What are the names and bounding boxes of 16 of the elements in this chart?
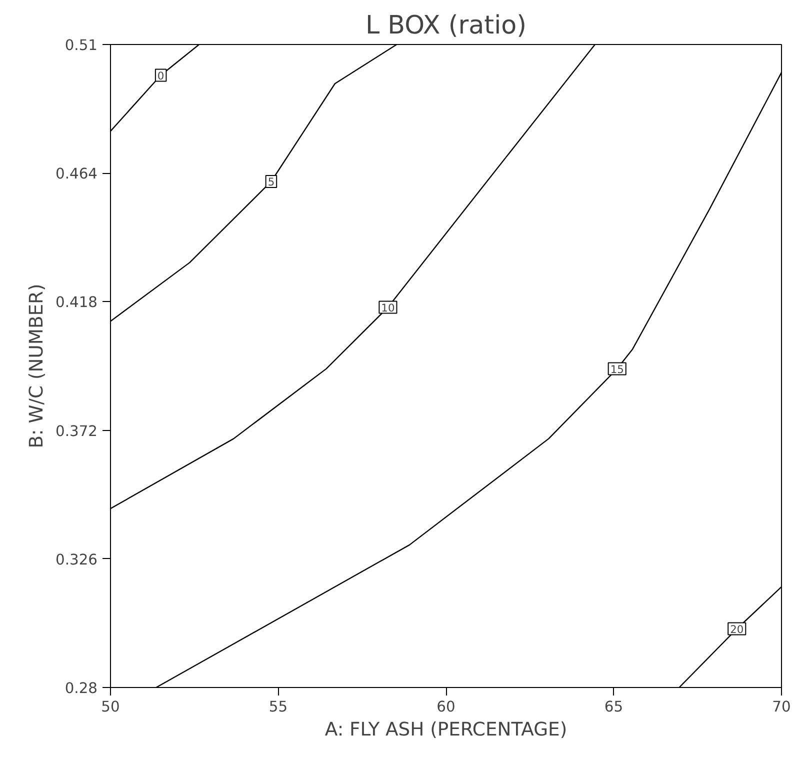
x-tick-label: 70 — [772, 698, 791, 716]
y-tick-label: 0.326 — [56, 551, 98, 568]
y-axis-title: B: W/C (NUMBER) — [26, 284, 48, 448]
y-tick-label: 0.372 — [56, 422, 98, 440]
x-tick-label: 50 — [101, 698, 120, 716]
x-tick-label: 55 — [268, 698, 288, 716]
y-tick-label: 0.464 — [56, 166, 98, 183]
x-tick-label: 60 — [436, 698, 456, 716]
series-label: 5 — [268, 175, 275, 188]
y-tick-label: 0.418 — [56, 294, 98, 312]
x-axis-title: A: FLY ASH (PERCENTAGE) — [324, 720, 568, 740]
y-tick-label: 0.28 — [64, 680, 98, 697]
chart-title: L BOX (ratio) — [366, 10, 526, 40]
y-tick-label: 0.51 — [64, 37, 98, 54]
x-tick-label: 65 — [604, 698, 624, 716]
series-label: 0 — [157, 69, 164, 82]
